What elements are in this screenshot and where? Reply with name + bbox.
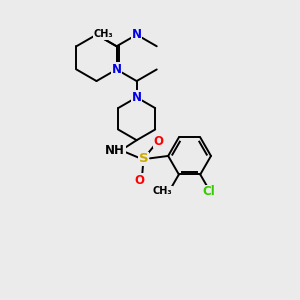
Text: N: N [112,63,122,76]
Text: N: N [132,91,142,104]
Text: NH: NH [105,144,125,157]
Text: N: N [132,28,142,41]
Text: S: S [139,152,148,165]
Text: Cl: Cl [202,185,215,198]
Text: O: O [153,135,164,148]
Text: CH₃: CH₃ [94,29,113,39]
Text: CH₃: CH₃ [153,186,172,196]
Text: O: O [135,174,145,187]
